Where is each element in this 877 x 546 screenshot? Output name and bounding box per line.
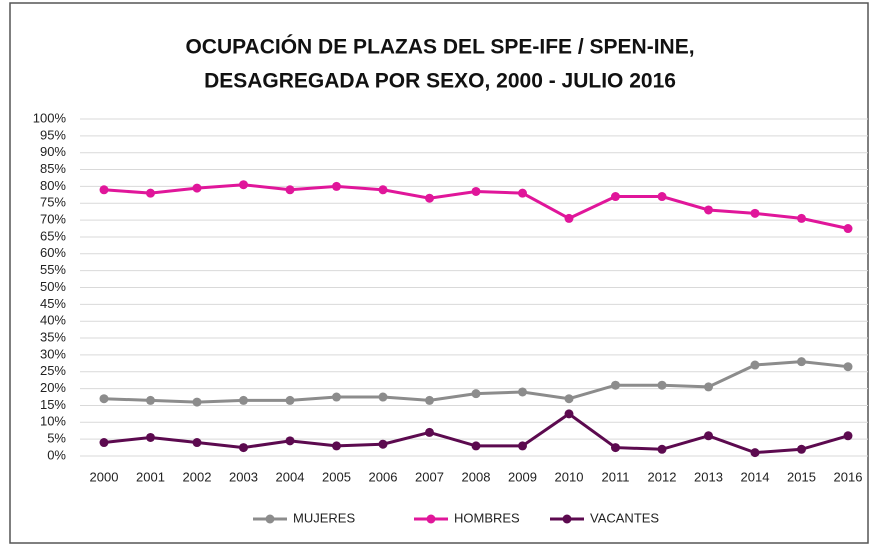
data-point: [611, 380, 620, 390]
data-point: [332, 181, 341, 191]
data-point: [239, 395, 248, 405]
data-point: [611, 192, 620, 202]
data-point: [146, 432, 155, 442]
data-point: [518, 441, 527, 451]
y-tick-label: 55%: [40, 262, 66, 277]
data-point: [564, 394, 574, 404]
data-point: [332, 441, 341, 451]
data-point: [471, 389, 481, 399]
data-point: [611, 443, 620, 453]
y-tick-label: 40%: [40, 313, 66, 328]
data-point: [797, 444, 806, 454]
data-point: [843, 431, 853, 441]
data-point: [750, 448, 760, 458]
data-point: [425, 395, 434, 405]
data-point: [750, 360, 760, 370]
x-tick-label: 2016: [834, 469, 863, 484]
y-tick-label: 80%: [40, 178, 66, 193]
data-point: [843, 362, 853, 372]
data-point: [518, 387, 527, 397]
chart-title: DESAGREGADA POR SEXO, 2000 - JULIO 2016: [204, 70, 676, 93]
y-tick-label: 15%: [40, 397, 66, 412]
y-tick-label: 50%: [40, 279, 66, 294]
legend-label: MUJERES: [293, 510, 355, 525]
data-point: [285, 395, 295, 405]
legend-swatch: [265, 514, 275, 524]
data-point: [750, 208, 760, 218]
x-tick-label: 2005: [322, 469, 351, 484]
y-tick-label: 45%: [40, 296, 66, 311]
x-tick-label: 2012: [648, 469, 677, 484]
y-tick-label: 5%: [47, 431, 66, 446]
data-point: [99, 185, 109, 195]
legend-label: VACANTES: [590, 510, 659, 525]
data-point: [192, 397, 202, 407]
data-point: [192, 438, 202, 448]
x-tick-label: 2006: [369, 469, 398, 484]
data-point: [378, 439, 388, 449]
data-point: [843, 224, 853, 234]
legend-label: HOMBRES: [454, 510, 520, 525]
data-point: [285, 185, 295, 195]
legend-swatch: [562, 514, 572, 524]
x-tick-label: 2009: [508, 469, 537, 484]
data-point: [146, 395, 155, 405]
y-tick-label: 20%: [40, 380, 66, 395]
y-tick-label: 95%: [40, 127, 66, 142]
x-tick-label: 2007: [415, 469, 444, 484]
y-tick-label: 60%: [40, 245, 66, 260]
data-point: [378, 392, 388, 402]
data-point: [378, 185, 388, 195]
data-point: [239, 180, 248, 190]
data-point: [564, 213, 574, 223]
y-tick-label: 25%: [40, 363, 66, 378]
y-tick-label: 10%: [40, 414, 66, 429]
data-point: [285, 436, 295, 446]
x-tick-label: 2015: [787, 469, 816, 484]
data-point: [239, 443, 248, 453]
data-point: [332, 392, 341, 402]
legend-swatch: [426, 514, 436, 524]
x-tick-label: 2000: [90, 469, 119, 484]
y-tick-label: 65%: [40, 228, 66, 243]
chart-frame: [9, 2, 869, 544]
data-point: [518, 188, 527, 198]
y-tick-label: 85%: [40, 161, 66, 176]
x-tick-label: 2013: [694, 469, 723, 484]
x-tick-label: 2010: [555, 469, 584, 484]
y-tick-label: 100%: [33, 110, 67, 125]
x-tick-label: 2008: [462, 469, 491, 484]
data-point: [146, 188, 155, 198]
x-tick-label: 2004: [276, 469, 305, 484]
y-tick-label: 90%: [40, 144, 66, 159]
y-tick-label: 75%: [40, 195, 66, 210]
y-tick-label: 70%: [40, 212, 66, 227]
data-point: [425, 427, 434, 437]
data-point: [471, 441, 481, 451]
data-point: [797, 213, 806, 223]
data-point: [564, 409, 574, 419]
y-tick-label: 35%: [40, 329, 66, 344]
y-tick-label: 0%: [47, 447, 66, 462]
data-point: [657, 444, 667, 454]
data-point: [192, 183, 202, 193]
data-point: [797, 357, 806, 367]
x-tick-label: 2011: [602, 469, 630, 484]
x-tick-label: 2003: [229, 469, 258, 484]
data-point: [704, 382, 713, 392]
x-tick-label: 2014: [741, 469, 770, 484]
data-point: [704, 431, 713, 441]
y-tick-label: 30%: [40, 346, 66, 361]
data-point: [704, 205, 713, 215]
data-point: [99, 438, 109, 448]
x-tick-label: 2002: [183, 469, 212, 484]
chart-title: OCUPACIÓN DE PLAZAS DEL SPE-IFE / SPEN-I…: [185, 35, 694, 59]
data-point: [471, 186, 481, 196]
data-point: [657, 380, 667, 390]
data-point: [425, 193, 434, 203]
x-tick-label: 2001: [136, 469, 165, 484]
data-point: [99, 394, 109, 404]
data-point: [657, 192, 667, 202]
